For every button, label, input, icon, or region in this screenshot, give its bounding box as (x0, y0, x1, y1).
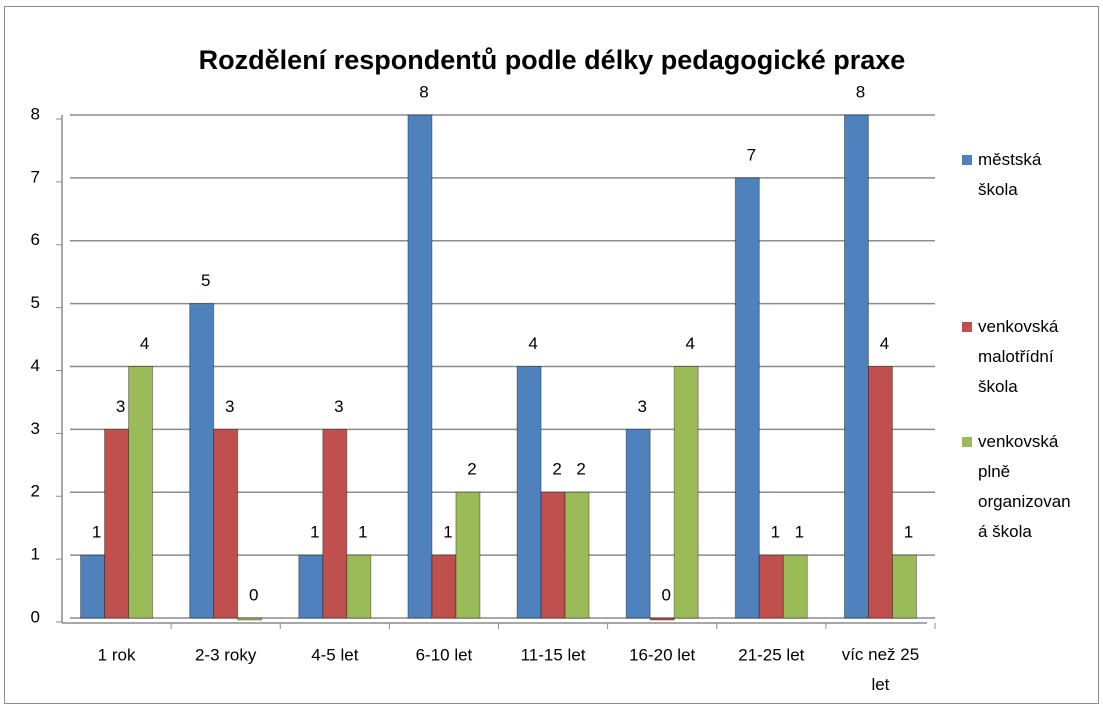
x-tick-label: víc než 25 let (842, 645, 920, 694)
y-tick-label: 5 (31, 293, 40, 312)
bar (128, 366, 154, 619)
bar (455, 491, 481, 619)
bar (891, 554, 917, 619)
bar (322, 428, 348, 619)
bar (867, 366, 893, 619)
legend-label: venkovská plně organizovaná škola (978, 432, 1071, 541)
bar (213, 428, 239, 619)
data-label: 1 (771, 523, 780, 542)
data-label: 0 (249, 585, 258, 604)
data-label: 2 (552, 460, 561, 479)
data-label: 1 (795, 523, 804, 542)
data-label: 2 (576, 460, 585, 479)
legend-swatch (962, 437, 972, 447)
data-label: 1 (904, 523, 913, 542)
bar (673, 366, 699, 619)
data-label: 8 (856, 82, 865, 101)
x-tick-label: 6-10 let (416, 645, 473, 664)
data-label: 1 (310, 523, 319, 542)
legend-label: městská škola (978, 150, 1042, 199)
data-label: 7 (747, 145, 756, 164)
y-tick-label: 2 (31, 482, 40, 501)
data-label: 0 (661, 585, 670, 604)
x-tick-label: 21-25 let (738, 645, 804, 664)
x-tick-label: 1 rok (98, 645, 136, 664)
bar (649, 617, 675, 621)
y-tick-label: 4 (31, 356, 40, 375)
data-label: 5 (201, 271, 210, 290)
y-tick-label: 1 (31, 545, 40, 564)
data-label: 4 (685, 334, 694, 353)
y-tick-label: 8 (31, 104, 40, 123)
y-tick-label: 0 (31, 607, 40, 626)
data-label: 4 (528, 334, 537, 353)
bar (758, 554, 784, 619)
bar (540, 491, 566, 619)
data-label: 1 (358, 523, 367, 542)
bar (104, 428, 130, 619)
data-label: 3 (116, 397, 125, 416)
bar (564, 491, 590, 619)
data-label: 2 (467, 460, 476, 479)
x-tick-label: 11-15 let (521, 645, 586, 664)
bar (346, 554, 372, 619)
y-tick-label: 6 (31, 230, 40, 249)
data-label: 3 (637, 397, 646, 416)
data-label: 3 (225, 397, 234, 416)
data-label: 1 (92, 523, 101, 542)
data-label: 4 (140, 334, 149, 353)
data-label: 8 (419, 82, 428, 101)
bar (516, 366, 542, 619)
legend-swatch (962, 155, 972, 165)
bar (625, 428, 651, 619)
data-label: 1 (443, 523, 452, 542)
legend-swatch (962, 322, 972, 332)
bar (843, 114, 869, 619)
bar (189, 303, 215, 619)
bar (80, 554, 106, 619)
legend-label: venkovská malotřídní škola (978, 317, 1059, 396)
x-tick-label: 4-5 let (311, 645, 359, 664)
bar (734, 177, 760, 619)
bar (298, 554, 324, 619)
y-tick-label: 7 (31, 167, 40, 186)
bar (782, 554, 808, 619)
data-label: 3 (334, 397, 343, 416)
x-tick-label: 16-20 let (629, 645, 695, 664)
bar (407, 114, 433, 619)
data-label: 4 (880, 334, 889, 353)
chart-title: Rozdělení respondentů podle délky pedago… (199, 45, 906, 75)
bar (431, 554, 457, 619)
y-tick-label: 3 (31, 419, 40, 438)
x-tick-label: 2-3 roky (195, 645, 257, 664)
bar (237, 617, 263, 621)
